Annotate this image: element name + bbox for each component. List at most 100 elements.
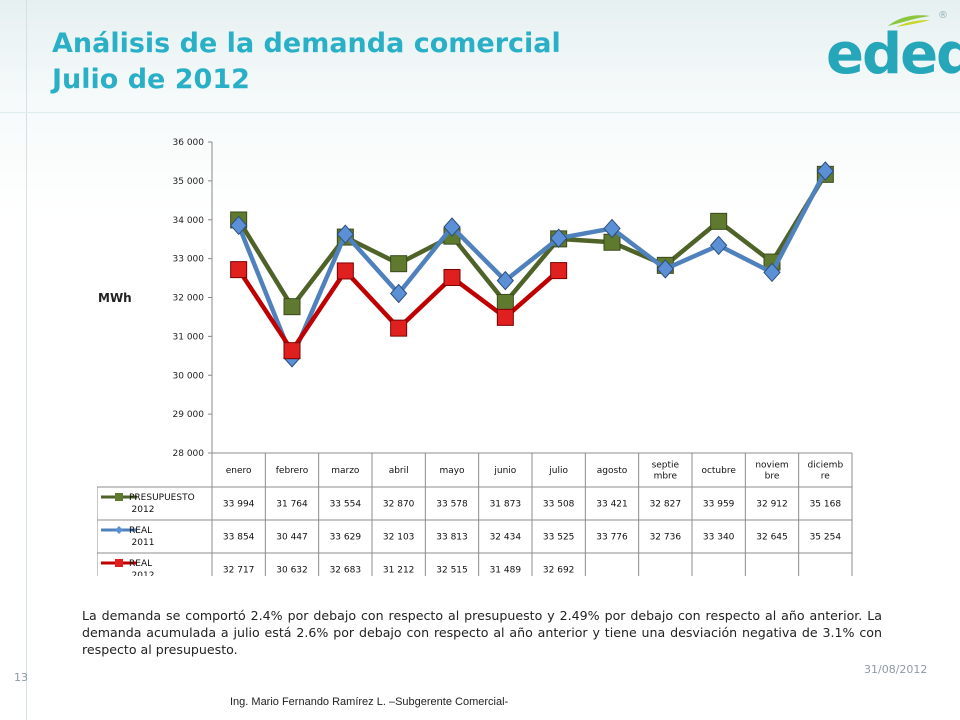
x-category-label: agosto bbox=[597, 466, 628, 476]
data-point-marker bbox=[496, 293, 514, 311]
x-category-label: bre bbox=[765, 472, 780, 482]
x-category-label: octubre bbox=[701, 466, 736, 476]
data-point-marker bbox=[443, 217, 461, 237]
x-category-label: febrero bbox=[276, 466, 309, 476]
data-value-label: 32 683 bbox=[330, 566, 362, 576]
data-point-marker bbox=[230, 261, 248, 279]
data-value-label: 30 632 bbox=[276, 566, 308, 576]
left-divider bbox=[26, 0, 27, 720]
data-point-marker bbox=[336, 262, 354, 280]
data-point-marker bbox=[550, 262, 568, 280]
data-value-label: 31 764 bbox=[276, 500, 308, 510]
data-value-label: 31 873 bbox=[490, 500, 522, 510]
x-category-label: septie bbox=[652, 461, 680, 471]
data-value-label: 32 912 bbox=[756, 500, 788, 510]
edeq-logo: ® edeq bbox=[826, 8, 960, 96]
data-value-label: 33 525 bbox=[543, 533, 575, 543]
y-tick-label: 31 000 bbox=[173, 332, 205, 342]
x-category-label: re bbox=[821, 472, 831, 482]
leaf-icon bbox=[888, 15, 930, 27]
x-category-label: marzo bbox=[331, 466, 360, 476]
legend-series-name: 2011 bbox=[132, 538, 155, 548]
logo-wordmark: edeq bbox=[826, 22, 960, 87]
data-value-label: 33 578 bbox=[436, 500, 468, 510]
legend-series-name: REAL bbox=[129, 526, 152, 536]
x-category-label: noviem bbox=[755, 461, 788, 471]
legend-series-name: REAL bbox=[129, 559, 152, 569]
series-line-1 bbox=[236, 173, 828, 309]
data-point-marker bbox=[390, 319, 408, 337]
x-category-label: diciemb bbox=[807, 461, 843, 471]
data-point-marker bbox=[229, 215, 248, 236]
y-tick-label: 36 000 bbox=[173, 138, 205, 148]
data-value-label: 35 168 bbox=[810, 500, 842, 510]
data-value-label: 32 103 bbox=[383, 533, 415, 543]
data-point-marker bbox=[816, 161, 835, 181]
x-category-label: junio bbox=[493, 466, 516, 476]
legend-key-marker bbox=[115, 559, 123, 567]
data-value-label: 32 870 bbox=[383, 500, 415, 510]
data-value-label: 33 994 bbox=[223, 500, 255, 510]
data-value-label: 33 629 bbox=[330, 533, 362, 543]
data-value-label: 35 254 bbox=[810, 533, 842, 543]
legend-series-name: PRESUPUESTO bbox=[129, 493, 195, 503]
data-point-marker bbox=[763, 262, 781, 283]
x-category-label: enero bbox=[226, 466, 252, 476]
data-value-label: 33 854 bbox=[223, 533, 255, 543]
data-value-label: 30 447 bbox=[276, 533, 308, 543]
data-value-label: 32 717 bbox=[223, 566, 255, 576]
legend-series-name: 2012 bbox=[132, 505, 155, 515]
data-value-label: 33 421 bbox=[596, 500, 628, 510]
data-value-label: 32 827 bbox=[650, 500, 682, 510]
x-category-label: julio bbox=[548, 466, 568, 476]
data-value-label: 31 489 bbox=[490, 566, 522, 576]
y-tick-label: 28 000 bbox=[173, 449, 205, 459]
y-tick-label: 33 000 bbox=[173, 255, 205, 265]
data-value-label: 32 434 bbox=[490, 533, 522, 543]
slide-title: Análisis de la demanda comercial Julio d… bbox=[52, 26, 561, 98]
data-value-label: 32 692 bbox=[543, 566, 575, 576]
data-value-label: 33 554 bbox=[330, 500, 362, 510]
data-point-marker bbox=[443, 268, 461, 286]
y-tick-label: 35 000 bbox=[173, 177, 205, 187]
line-chart: 28 000 29 000 30 000 31 000 32 000 33 000 34 0… bbox=[97, 138, 853, 576]
y-tick-label: 30 000 bbox=[173, 371, 205, 381]
data-value-label: 33 813 bbox=[436, 533, 468, 543]
data-value-label: 32 515 bbox=[436, 566, 468, 576]
data-point-marker bbox=[336, 224, 355, 244]
data-value-label: 33 776 bbox=[596, 533, 628, 543]
summary-paragraph: La demanda se comportó 2.4% por debajo c… bbox=[82, 608, 882, 657]
footer-author: Ing. Mario Fernando Ramírez L. –Subgeren… bbox=[230, 696, 509, 708]
registered-mark: ® bbox=[938, 10, 948, 21]
data-point-marker bbox=[283, 298, 301, 316]
legend-key-marker bbox=[115, 493, 123, 501]
x-category-label: mbre bbox=[654, 472, 678, 482]
data-point-marker bbox=[549, 228, 568, 248]
data-point-marker bbox=[603, 218, 621, 239]
data-point-marker bbox=[390, 255, 408, 273]
header-divider bbox=[0, 112, 960, 113]
data-value-label: 32 645 bbox=[756, 533, 788, 543]
x-category-label: abril bbox=[389, 466, 409, 476]
legend-series-name: 2012 bbox=[132, 571, 155, 576]
data-point-marker bbox=[656, 259, 675, 279]
y-axis-label: MWh bbox=[98, 291, 132, 305]
data-value-label: 33 508 bbox=[543, 500, 575, 510]
data-value-label: 33 959 bbox=[703, 500, 735, 510]
slide-date: 31/08/2012 bbox=[864, 663, 928, 676]
data-value-label: 31 212 bbox=[383, 566, 415, 576]
y-tick-label: 29 000 bbox=[173, 410, 205, 420]
data-point-marker bbox=[709, 235, 728, 256]
page-number: 13 bbox=[14, 671, 28, 684]
data-point-marker bbox=[283, 342, 301, 360]
data-point-marker bbox=[496, 308, 514, 326]
data-value-label: 33 340 bbox=[703, 533, 735, 543]
data-value-label: 32 736 bbox=[650, 533, 682, 543]
title-line-1: Análisis de la demanda comercial bbox=[52, 28, 561, 59]
y-tick-label: 34 000 bbox=[173, 216, 205, 226]
title-line-2: Julio de 2012 bbox=[52, 64, 250, 95]
data-point-marker bbox=[389, 283, 408, 304]
y-tick-label: 32 000 bbox=[173, 294, 205, 304]
x-category-label: mayo bbox=[439, 466, 465, 476]
legend-key-marker bbox=[115, 526, 123, 534]
